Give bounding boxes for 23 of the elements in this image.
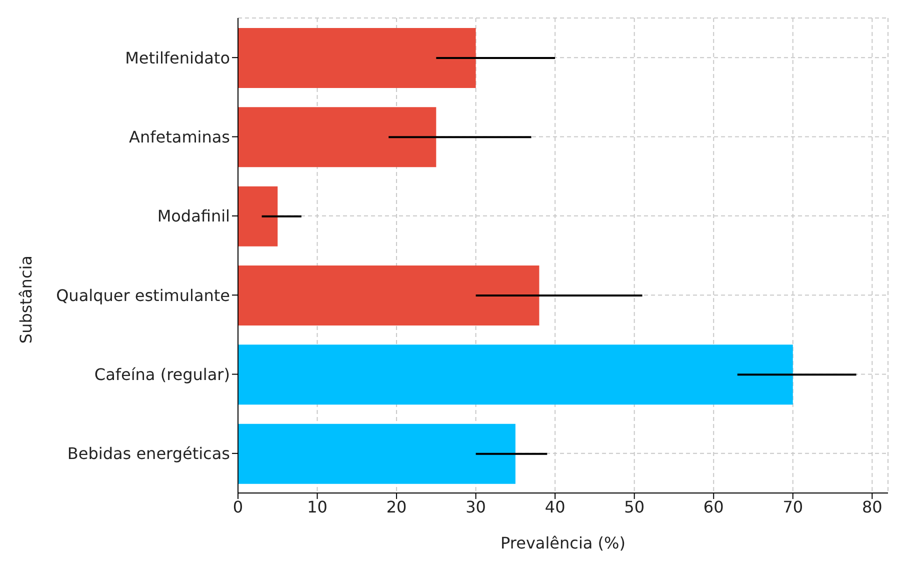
y-axis-title: Substância (16, 256, 36, 344)
bar (238, 344, 793, 405)
y-tick-label: Metilfenidato (125, 48, 230, 68)
bar (238, 107, 436, 168)
x-tick-label: 60 (703, 497, 724, 516)
bar (238, 28, 476, 88)
bar (238, 424, 516, 484)
x-tick-label: 40 (544, 497, 566, 516)
x-tick-label: 10 (307, 497, 328, 516)
x-tick-label: 20 (386, 497, 407, 516)
bar (238, 186, 278, 246)
x-tick-label: 50 (624, 497, 645, 516)
y-tick-label: Bebidas energéticas (67, 444, 230, 464)
y-tick-label: Anfetaminas (129, 127, 230, 146)
y-tick-label: Cafeína (regular) (94, 364, 230, 384)
bar (238, 266, 540, 326)
y-tick-label: Qualquer estimulante (56, 286, 230, 305)
x-axis-title: Prevalência (%) (500, 533, 626, 552)
x-tick-label: 0 (232, 497, 244, 516)
x-tick-label: 80 (862, 497, 882, 516)
x-tick-label: 70 (782, 497, 804, 516)
y-tick-label: Modafinil (157, 206, 230, 226)
x-tick-label: 30 (466, 497, 486, 516)
